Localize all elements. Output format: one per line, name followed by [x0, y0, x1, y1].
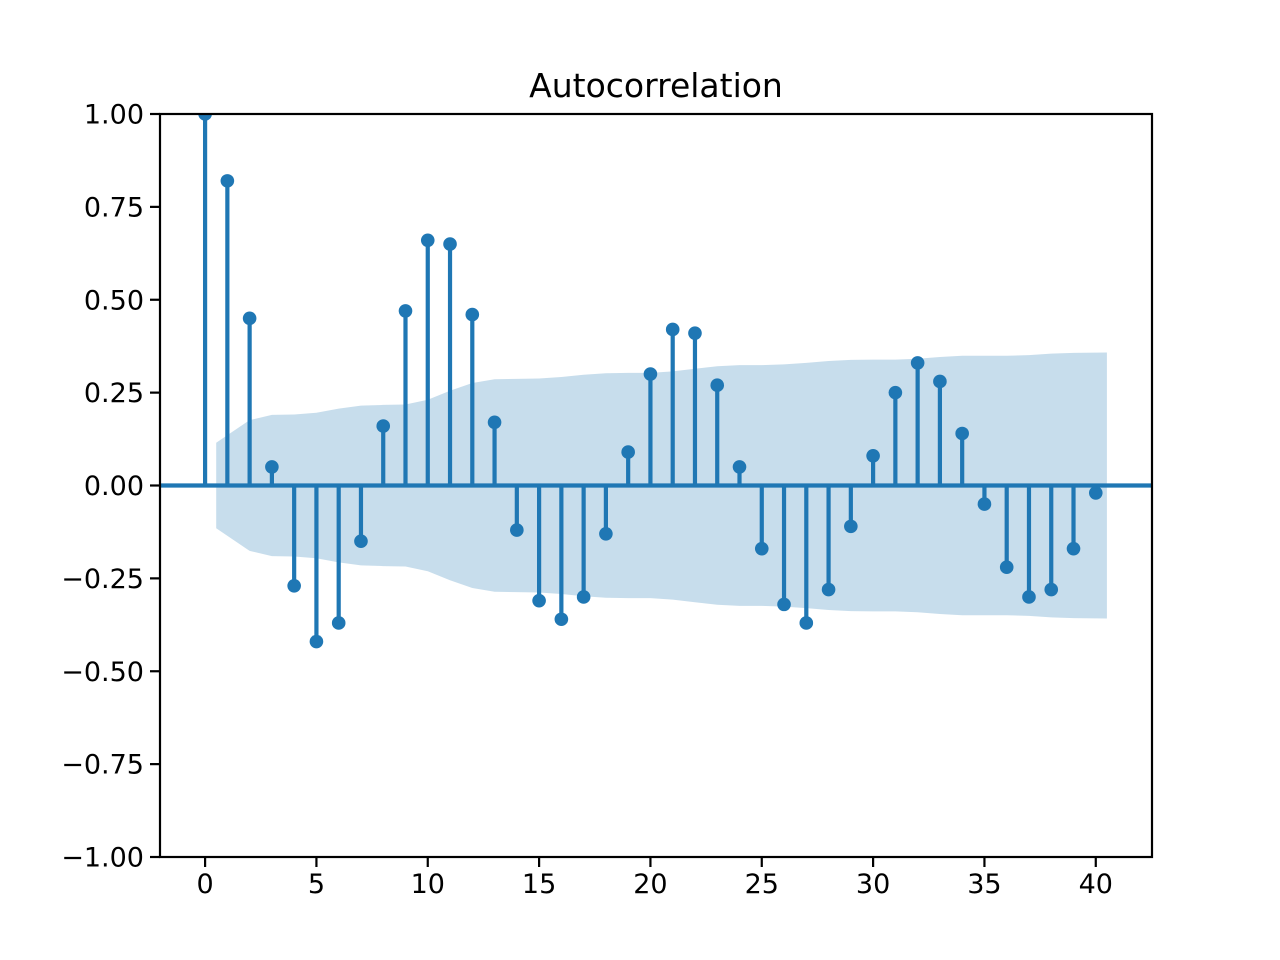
- x-tick-label-25: 25: [745, 869, 779, 900]
- marker-lag-13: [487, 415, 502, 430]
- x-tick-label-20: 20: [633, 869, 667, 900]
- y-tick-label-−0.50: −0.50: [61, 657, 144, 688]
- y-tick-label-0.50: 0.50: [84, 285, 144, 316]
- marker-lag-25: [754, 541, 769, 556]
- x-tick-label-35: 35: [967, 869, 1001, 900]
- y-tick-label-0.25: 0.25: [84, 378, 144, 409]
- marker-lag-35: [977, 497, 992, 511]
- x-tick-label-5: 5: [308, 869, 325, 900]
- marker-lag-23: [710, 378, 725, 392]
- x-axis: 0 5 10 15 20 25 30 35 40: [196, 857, 1113, 900]
- x-tick-label-30: 30: [856, 869, 890, 900]
- marker-lag-3: [265, 460, 279, 474]
- marker-lag-6: [331, 616, 346, 630]
- marker-lag-30: [866, 448, 880, 463]
- marker-lag-32: [910, 356, 925, 370]
- x-tick-label-10: 10: [411, 869, 445, 900]
- marker-lag-21: [665, 322, 680, 337]
- y-tick-label-−0.75: −0.75: [61, 750, 144, 781]
- marker-lag-27: [799, 616, 814, 630]
- x-tick-label-0: 0: [196, 869, 213, 900]
- marker-lag-2: [242, 311, 257, 326]
- y-tick-label-0.00: 0.00: [84, 471, 144, 502]
- marker-lag-39: [1066, 541, 1081, 556]
- plot-area: 0 5 10 15 20 25 30 35 40 1.00 0.75 0.50 0.25 0.00 −0.2…: [61, 100, 1154, 900]
- marker-lag-33: [933, 374, 947, 389]
- marker-lag-1: [220, 174, 235, 188]
- stem-series: [198, 114, 1103, 649]
- chart-title: Autocorrelation: [529, 66, 783, 105]
- marker-lag-18: [599, 526, 613, 541]
- marker-lag-17: [576, 590, 591, 604]
- x-tick-label-40: 40: [1079, 869, 1113, 900]
- marker-lag-14: [510, 523, 524, 537]
- marker-lag-12: [465, 307, 480, 322]
- marker-lag-5: [309, 634, 324, 649]
- marker-lag-9: [398, 304, 413, 318]
- marker-lag-31: [888, 385, 903, 400]
- marker-lag-24: [732, 460, 747, 474]
- marker-lag-20: [643, 367, 658, 381]
- y-axis: 1.00 0.75 0.50 0.25 0.00 −0.25 −0.50 −0.75 −1.00: [61, 100, 160, 874]
- marker-lag-8: [376, 419, 391, 433]
- marker-lag-34: [955, 426, 969, 441]
- marker-lag-40: [1088, 486, 1103, 500]
- marker-lag-26: [777, 597, 791, 612]
- y-tick-label-−0.25: −0.25: [61, 564, 144, 595]
- x-tick-label-15: 15: [522, 869, 556, 900]
- marker-lag-38: [1044, 582, 1059, 597]
- y-tick-label-1.00: 1.00: [84, 100, 144, 131]
- marker-lag-0: [198, 114, 212, 121]
- marker-lag-7: [354, 534, 368, 549]
- marker-lag-16: [554, 612, 569, 627]
- marker-lag-29: [844, 519, 858, 534]
- marker-lag-37: [1022, 590, 1036, 604]
- axes-spines: [158, 112, 1154, 859]
- y-tick-label-0.75: 0.75: [84, 192, 144, 223]
- marker-lag-10: [420, 233, 435, 248]
- marker-lag-4: [287, 579, 301, 593]
- y-tick-label-−1.00: −1.00: [61, 843, 144, 874]
- marker-lag-22: [688, 326, 702, 340]
- marker-lag-11: [443, 237, 457, 251]
- marker-lag-15: [532, 593, 546, 608]
- marker-lag-28: [821, 582, 836, 597]
- marker-lag-36: [999, 560, 1014, 575]
- marker-lag-19: [621, 445, 635, 459]
